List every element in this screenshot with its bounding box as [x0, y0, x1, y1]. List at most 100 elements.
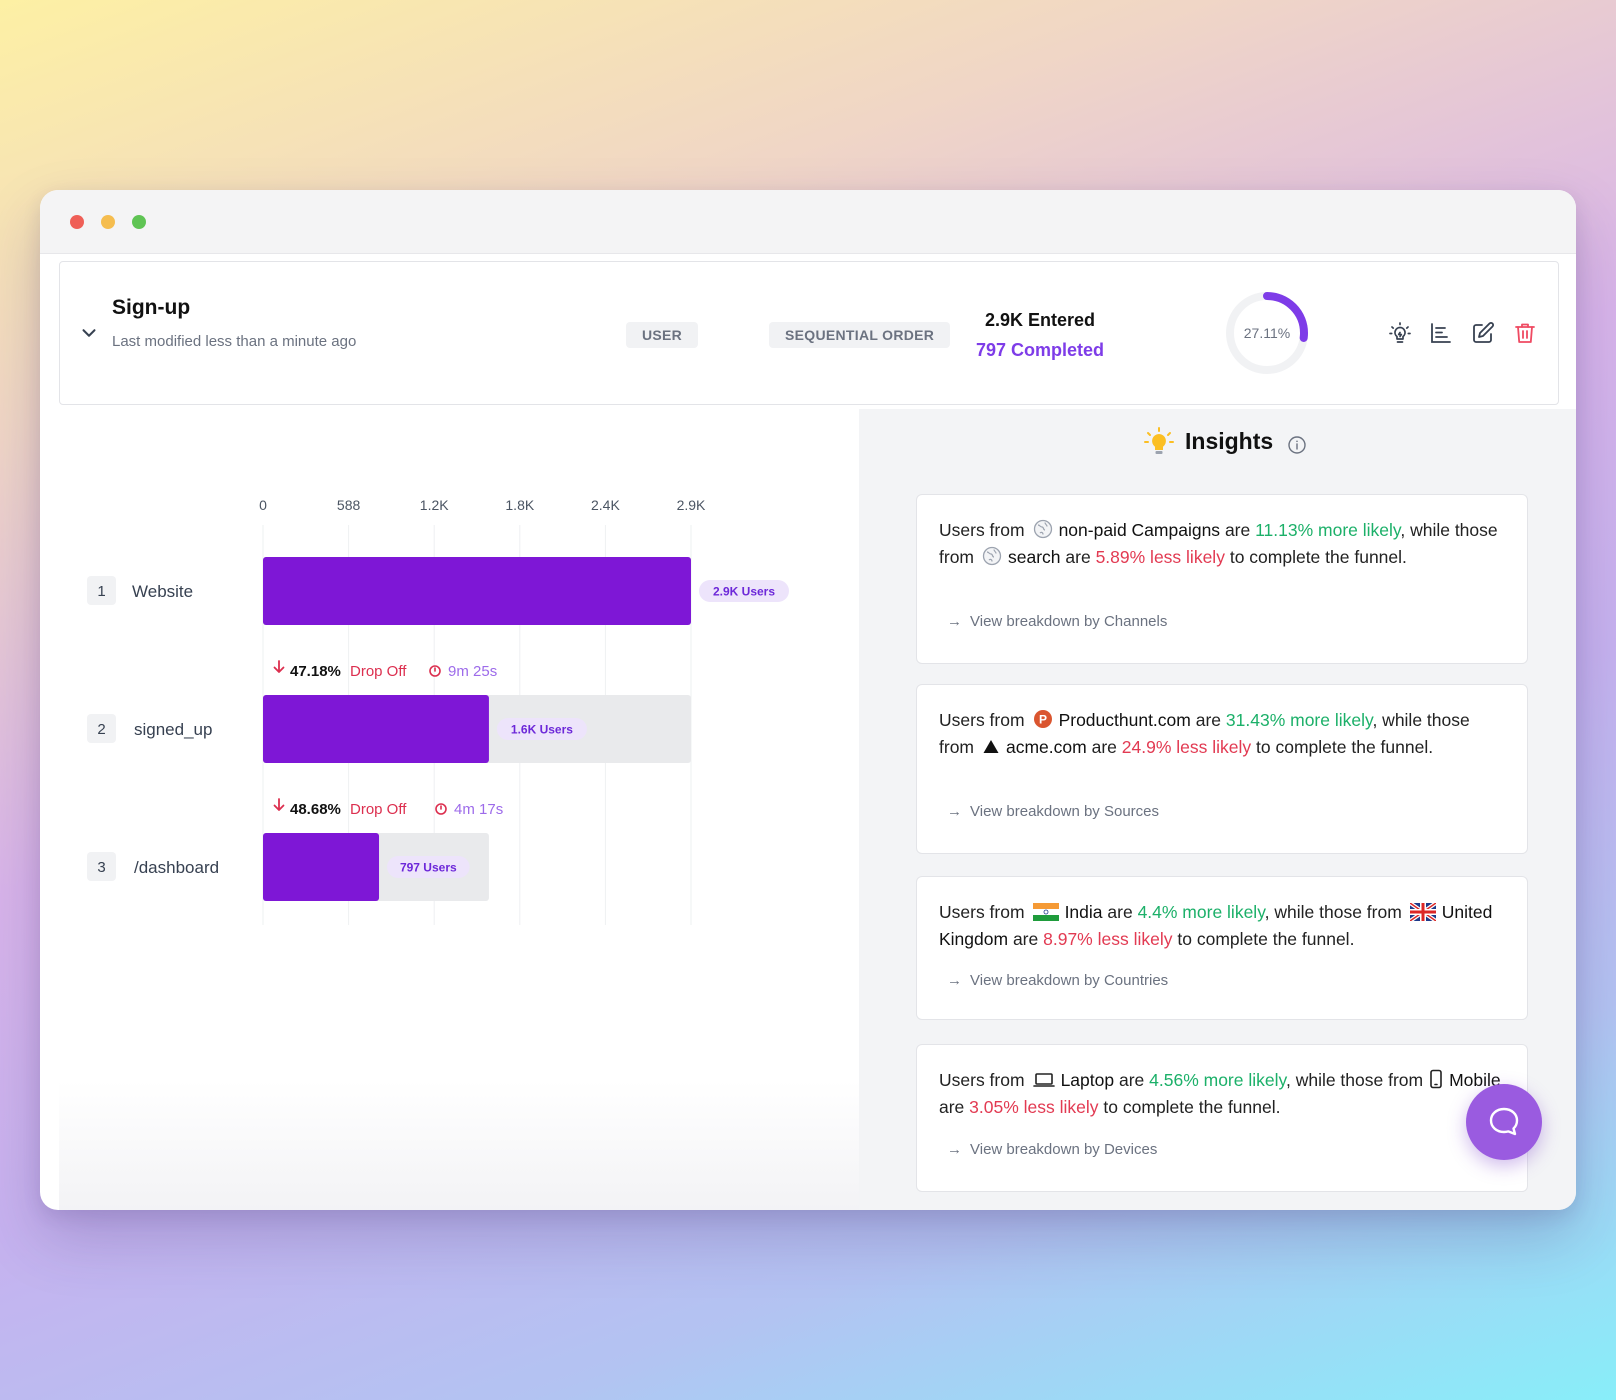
x-tick-label: 1.8K [505, 497, 534, 513]
funnel-bar-chart: 0 588 1.2K 1.8K 2.4K 2.9K 1 Website 2.9K Users 2 s… [87, 497, 789, 925]
insight-entity-a: Laptop [1060, 1070, 1115, 1090]
chevron-down-icon[interactable] [78, 322, 100, 344]
x-tick-label: 2.9K [677, 497, 706, 513]
maximize-window-button[interactable] [132, 215, 146, 229]
insight-text: Users from non-paid Campaigns are 11.13% … [939, 517, 1505, 571]
globe-icon [1033, 519, 1052, 539]
arrow-down-icon [273, 798, 285, 811]
step-label: signed_up [134, 720, 212, 739]
tag-sequential-order: SEQUENTIAL ORDER [769, 322, 951, 348]
arrow-right-icon: → [947, 613, 962, 630]
chat-button[interactable] [1466, 1084, 1542, 1160]
insight-mid-c: are [1012, 929, 1039, 949]
trash-icon[interactable] [1512, 320, 1538, 346]
insight-text: Users from Laptop are 4.56% more likely, … [939, 1067, 1505, 1121]
view-breakdown-devices-link[interactable]: → View breakdown by Devices [947, 1141, 1157, 1158]
insight-pre: Users from [939, 520, 1025, 540]
arrow-right-icon: → [947, 972, 962, 989]
insight-entity-a: India [1064, 902, 1103, 922]
insight-mid-a: are [1107, 902, 1133, 922]
insight-pre: Users from [939, 902, 1025, 922]
drop-off-time: 9m 25s [448, 663, 497, 680]
globe-icon [982, 546, 1002, 566]
view-breakdown-label: View breakdown by Countries [970, 972, 1169, 989]
bar [263, 557, 691, 625]
funnel-title: Sign-up [112, 296, 191, 319]
insight-entity-b: search [1008, 547, 1061, 567]
step-number: 2 [97, 721, 105, 738]
bar-value-tag [387, 856, 470, 878]
edit-icon[interactable] [1470, 320, 1496, 346]
drop-off-percent: 47.18% [290, 663, 341, 680]
insight-pre: Users from [939, 710, 1025, 730]
bar-chart-icon[interactable] [1428, 320, 1454, 346]
arrow-right-icon: → [947, 803, 962, 820]
window-titlebar [40, 190, 1576, 254]
insight-entity-b: acme.com [1006, 737, 1087, 757]
bar-value-label: 2.9K Users [713, 585, 775, 599]
lightbulb-icon [1144, 427, 1174, 454]
view-breakdown-channels-link[interactable]: → View breakdown by Channels [947, 613, 1167, 630]
bar [263, 833, 380, 901]
insight-entity-a: Producthunt.com [1058, 710, 1191, 730]
step-label: Website [132, 582, 193, 601]
conversion-donut [1226, 292, 1308, 374]
insight-post: to complete the funnel. [1177, 929, 1355, 949]
bar-value-label: 797 Users [400, 861, 457, 875]
insight-mid-b: , while those from [1285, 1070, 1424, 1090]
minimize-window-button[interactable] [101, 215, 115, 229]
lightbulb-icon[interactable] [1387, 320, 1413, 346]
insight-card-devices: Users from Laptop are 4.56% more likely, … [916, 1044, 1528, 1192]
insight-positive: 4.56% more likely [1149, 1070, 1286, 1090]
x-tick-label: 0 [259, 497, 267, 513]
conversion-donut-arc [1226, 292, 1308, 374]
timer-icon [429, 665, 441, 677]
view-breakdown-sources-link[interactable]: → View breakdown by Sources [947, 803, 1159, 820]
insight-mid-c: are [1091, 737, 1117, 757]
insight-card-channels: Users from non-paid Campaigns are 11.13% … [916, 494, 1528, 664]
tag-user: USER [626, 322, 699, 348]
insight-mid-b: , while those from [939, 520, 1498, 567]
bar [263, 695, 489, 763]
x-tick-label: 588 [337, 497, 361, 513]
info-icon[interactable] [1287, 435, 1307, 455]
drop-off-label: Drop Off [350, 663, 407, 680]
insight-mid-c: are [939, 1097, 965, 1117]
insight-mid-a: are [1224, 520, 1251, 540]
drop-off-label: Drop Off [350, 801, 407, 818]
insight-post: to complete the funnel. [1229, 547, 1407, 567]
funnel-header-card: Sign-up Last modified less than a minute… [59, 261, 1559, 405]
bar-value-label: 1.6K Users [511, 723, 573, 737]
insight-text: Users from India are 4.4% more likely, wh… [939, 899, 1505, 953]
insight-mid-c: are [1065, 547, 1091, 567]
step-number: 3 [97, 859, 105, 876]
view-breakdown-label: View breakdown by Channels [970, 613, 1168, 630]
insight-negative: 5.89% less likely [1095, 547, 1225, 567]
funnel-last-modified: Last modified less than a minute ago [112, 333, 357, 350]
insight-pre: Users from [939, 1070, 1025, 1090]
arrow-down-icon [273, 660, 285, 673]
view-breakdown-label: View breakdown by Devices [970, 1141, 1158, 1158]
bar-value-tag [699, 580, 789, 602]
insight-mid-a: are [1195, 710, 1222, 730]
x-tick-label: 1.2K [420, 497, 449, 513]
insight-post: to complete the funnel. [1256, 737, 1434, 757]
drop-off-time: 4m 17s [454, 801, 503, 818]
insight-positive: 11.13% more likely [1255, 520, 1401, 540]
view-breakdown-countries-link[interactable]: → View breakdown by Countries [947, 972, 1168, 989]
step-number-badge [87, 852, 116, 881]
insight-text: Users from P Producthunt.com are 31.43% mo… [939, 707, 1505, 761]
chat-icon [1489, 1107, 1519, 1136]
insight-mid-a: are [1118, 1070, 1145, 1090]
close-window-button[interactable] [70, 215, 84, 229]
step-number-badge [87, 576, 116, 605]
step-label: /dashboard [134, 858, 219, 877]
app-window: Sign-up Last modified less than a minute… [40, 190, 1576, 1210]
completed-count: 797 Completed [975, 340, 1105, 360]
insight-card-sources: Users from P Producthunt.com are 31.43% mo… [916, 684, 1528, 854]
insight-negative: 3.05% less likely [969, 1097, 1099, 1117]
svg-text:P: P [1039, 713, 1047, 727]
india-flag-icon [1032, 903, 1059, 921]
entered-count: 2.9K Entered [984, 310, 1096, 330]
insight-mid-b: , while those from [1264, 902, 1402, 922]
